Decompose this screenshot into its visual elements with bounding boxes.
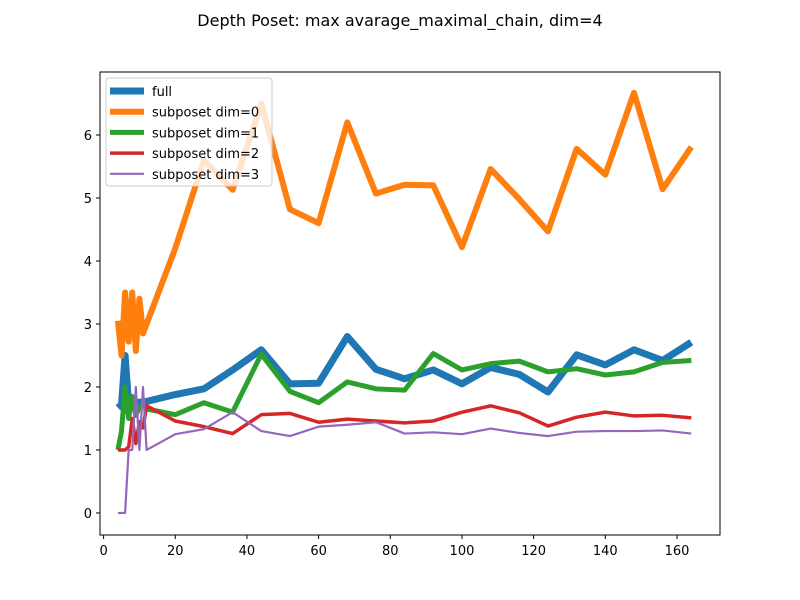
x-tick-label: 120 [521, 544, 546, 559]
x-tick-label: 100 [450, 544, 475, 559]
legend-box [105, 77, 273, 187]
legend-label-subposet-dim-2: subposet dim=2 [152, 147, 259, 162]
x-tick-label: 40 [239, 544, 256, 559]
y-tick-label: 1 [84, 444, 92, 459]
legend-label-subposet-dim-0: subposet dim=0 [152, 106, 259, 121]
x-tick-label: 80 [382, 544, 399, 559]
x-tick-label: 0 [99, 544, 107, 559]
legend: full subposet dim=0 subposet dim=1 subposet… [105, 77, 273, 187]
y-tick-label: 4 [84, 255, 92, 270]
legend-label-full: full [152, 85, 172, 100]
y-tick-label: 5 [84, 192, 92, 207]
y-tick-label: 2 [84, 381, 92, 396]
series-line-subposet-dim-0 [114, 89, 694, 359]
series-layer [114, 89, 694, 515]
legend-label-subposet-dim-3: subposet dim=3 [152, 168, 259, 183]
y-tick-label: 3 [84, 318, 92, 333]
series-line-subposet-dim-3 [117, 385, 692, 515]
legend-label-subposet-dim-1: subposet dim=1 [152, 126, 259, 141]
y-tick-label: 0 [84, 507, 92, 522]
x-tick-label: 20 [167, 544, 184, 559]
chart-title: Depth Poset: max avarage_maximal_chain, … [197, 11, 602, 31]
y-tick-label: 6 [84, 129, 92, 144]
axis-layer: 0 20 40 60 80 100 120 140 160 0 1 2 3 4 5 6 [84, 129, 690, 559]
x-tick-label: 160 [665, 544, 690, 559]
plot-area [99, 71, 721, 536]
x-tick-label: 60 [310, 544, 327, 559]
x-tick-label: 140 [593, 544, 618, 559]
